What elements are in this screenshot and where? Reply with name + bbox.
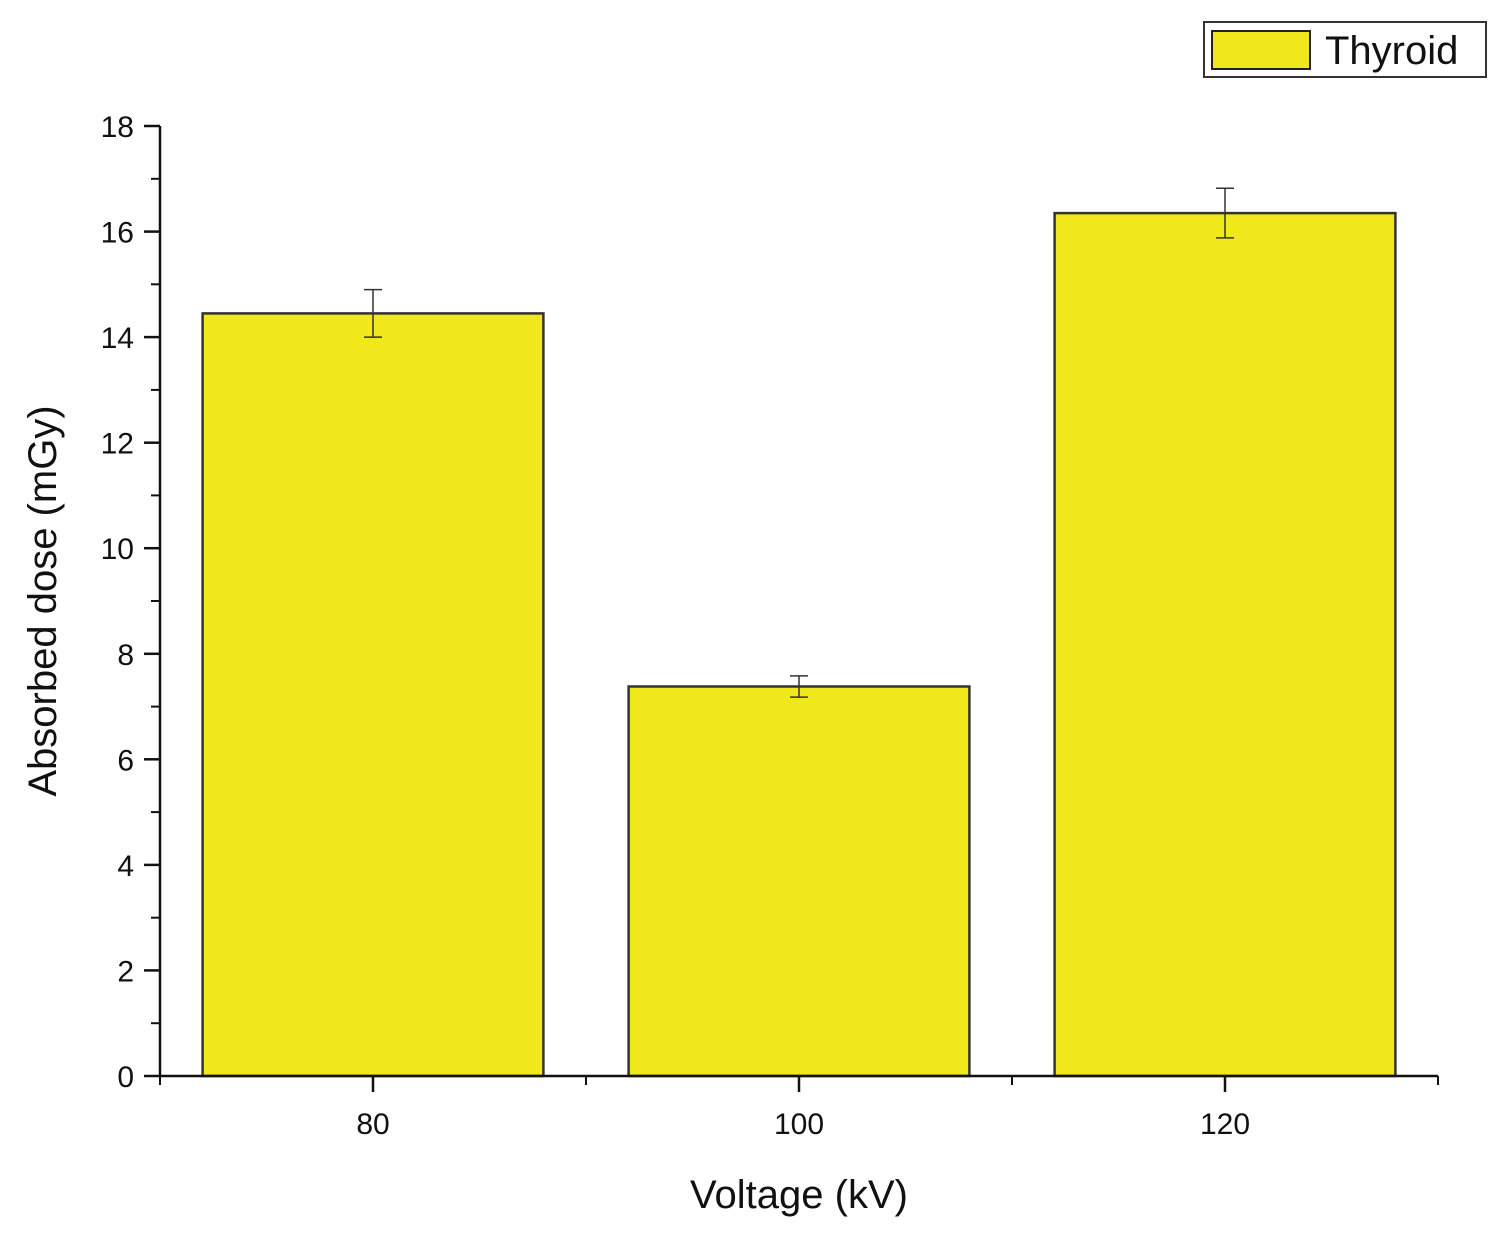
x-tick-label: 120	[1200, 1108, 1250, 1141]
y-axis-title: Absorbed dose (mGy)	[21, 405, 65, 796]
y-tick-label: 6	[117, 744, 134, 777]
y-tick-label: 16	[101, 217, 134, 250]
legend: Thyroid	[1203, 21, 1487, 78]
y-tick-label: 10	[101, 533, 134, 566]
y-tick-label: 4	[117, 850, 134, 883]
y-ticks-layer: 0 2 4 6 8 10 12 14 16 18	[101, 111, 160, 1094]
bar-120	[1053, 211, 1397, 1078]
y-tick-label: 0	[117, 1061, 134, 1094]
x-tick-label: 80	[356, 1108, 389, 1141]
y-tick-label: 8	[117, 639, 134, 672]
legend-label: Thyroid	[1325, 29, 1458, 73]
legend-swatch	[1211, 30, 1311, 70]
x-tick-label: 100	[774, 1108, 824, 1141]
bars-layer	[201, 211, 1397, 1078]
y-tick-label: 18	[101, 111, 134, 144]
error-bars-layer	[364, 187, 1234, 698]
y-tick-label: 2	[117, 955, 134, 988]
y-tick-label: 12	[101, 428, 134, 461]
bar-80	[201, 312, 545, 1078]
x-ticks-layer: 80 100 120	[159, 1076, 1439, 1141]
y-tick-label: 14	[101, 322, 134, 355]
bar-100	[627, 685, 971, 1078]
x-axis-title: Voltage (kV)	[690, 1173, 908, 1217]
